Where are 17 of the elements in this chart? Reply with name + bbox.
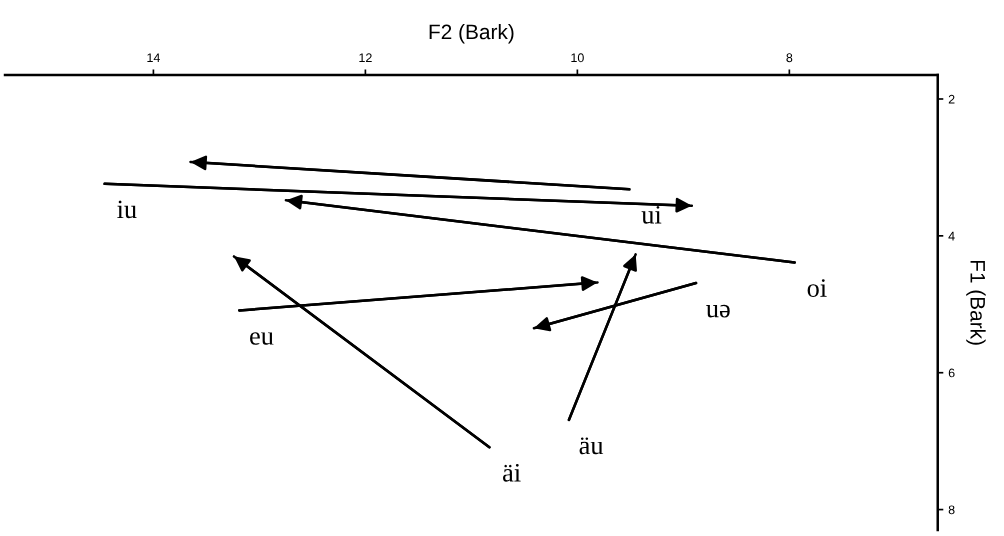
x-tick-label: 12: [359, 53, 372, 63]
y-tick-label: 4: [948, 231, 955, 241]
y-tick-label: 8: [948, 505, 955, 515]
series-label: oi: [807, 279, 827, 297]
y-tick-label: 6: [948, 368, 955, 378]
x-tick-label: 14: [147, 53, 160, 63]
series-label: iu: [117, 200, 137, 219]
series-label: eu: [250, 332, 274, 345]
x-tick-label: 10: [571, 53, 584, 63]
legend-label: ui: [641, 205, 662, 224]
x-axis-title: F2 (Bark): [429, 23, 514, 44]
x-tick-label: 8: [786, 53, 793, 63]
series-label: äi: [503, 463, 521, 482]
y-tick-label: 2: [948, 94, 955, 104]
series-label: uə: [706, 304, 730, 318]
y-axis-title: F1 (Bark): [966, 260, 986, 345]
series-label: äu: [579, 437, 604, 455]
